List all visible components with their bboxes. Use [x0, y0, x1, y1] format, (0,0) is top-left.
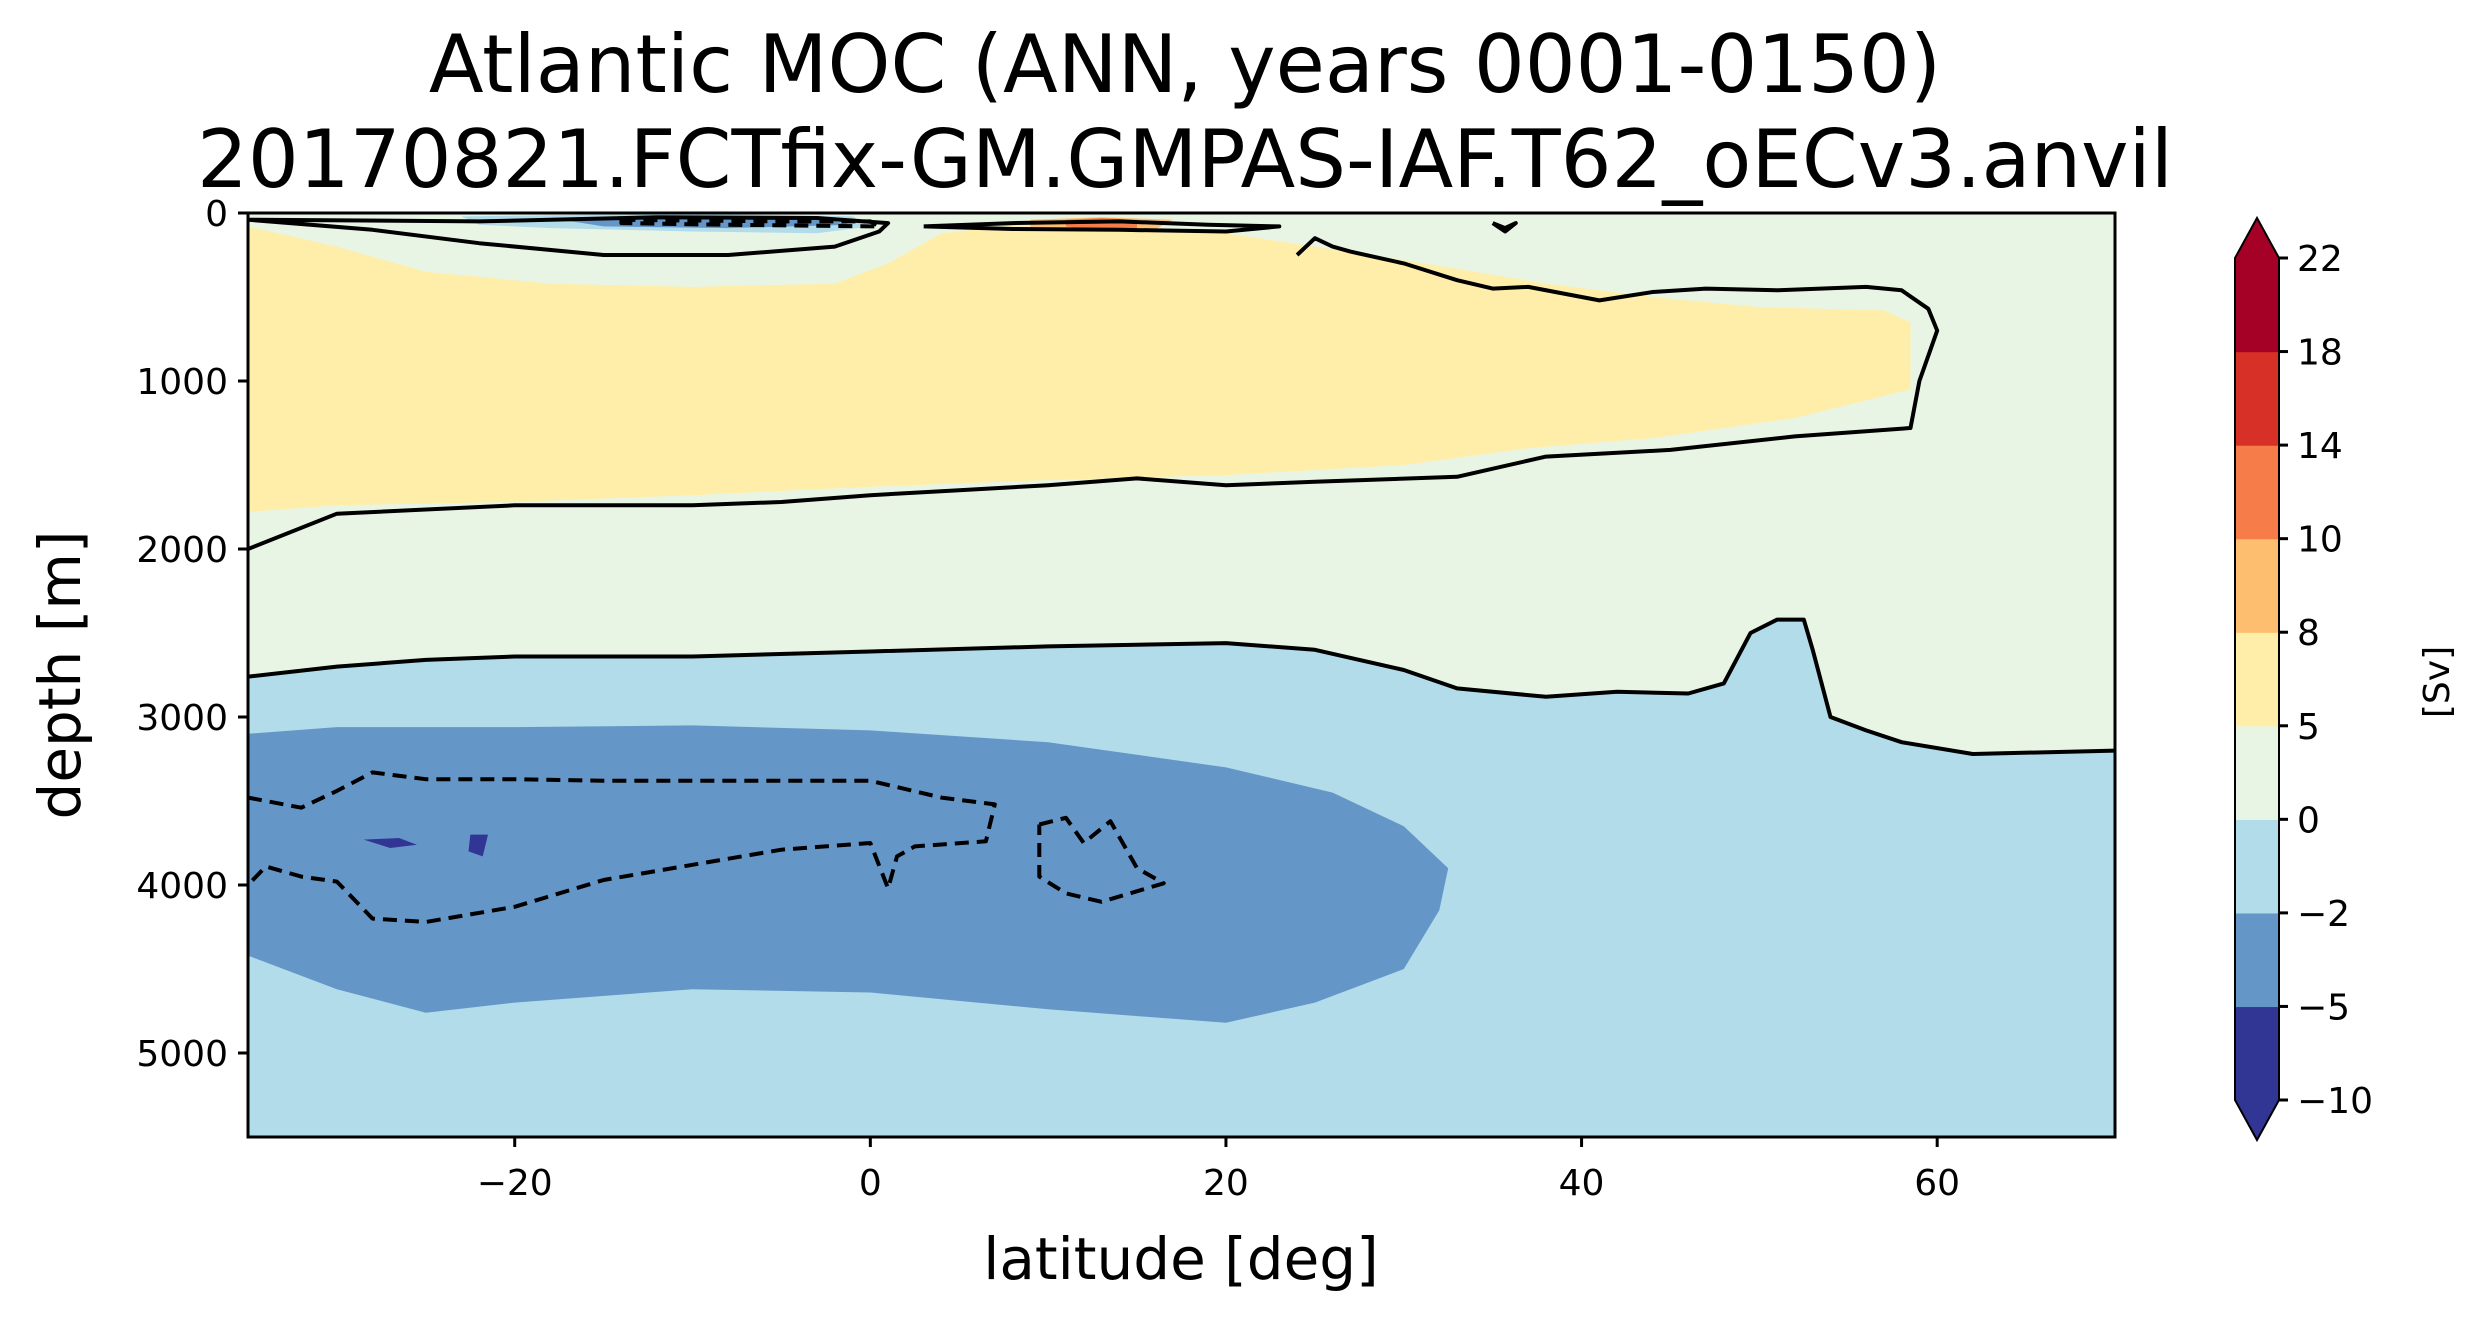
colorbar-tick-label: −10: [2297, 1081, 2373, 1122]
chart-title-line2: 20170821.FCTfix-GM.GMPAS-IAF.T62_oECv3.a…: [197, 113, 2173, 206]
colorbar-segment: [2235, 819, 2279, 914]
contour-line-3: [248, 617, 2115, 756]
y-tick-label: 4000: [136, 866, 228, 907]
x-tick-label: 60: [1914, 1163, 1960, 1204]
colorbar-tick-label: 18: [2297, 333, 2343, 374]
colorbar-tick-label: 22: [2297, 239, 2343, 280]
colorbar-tick-label: 14: [2297, 426, 2343, 467]
contour-line-1: [923, 219, 1282, 234]
contour-lines: [248, 215, 2115, 924]
colorbar-segment: [2235, 725, 2279, 820]
filled-region-3: [248, 725, 1449, 1023]
colorbar-tick-label: 0: [2297, 800, 2320, 841]
y-tick-label: 1000: [136, 362, 228, 403]
colorbar-tick-label: −2: [2297, 894, 2350, 935]
contour-line-5: [619, 217, 882, 229]
colorbar-segment: [2235, 445, 2279, 540]
colorbar: −10 −5 −2 0 5 8 10 14 18 22: [2234, 215, 2373, 1143]
x-tick-label: 40: [1559, 1163, 1605, 1204]
colorbar-tick-label: 10: [2297, 520, 2343, 561]
colorbar-tick-label: 5: [2297, 707, 2320, 748]
filled-region-4: [363, 838, 417, 848]
contour-line-6: [248, 770, 997, 924]
y-tick-label: 5000: [136, 1034, 228, 1075]
contour-line-4: [1491, 221, 1518, 234]
colorbar-segment: [2235, 351, 2279, 446]
contour-line-7: [1037, 815, 1166, 904]
colorbar-tick-label: 8: [2297, 613, 2320, 654]
x-tick-label: −20: [477, 1163, 553, 1204]
colorbar-extend-max: [2235, 218, 2279, 258]
filled-contours: [248, 213, 2115, 1137]
colorbar-extend-min: [2235, 1100, 2279, 1140]
y-axis-ticks: 0 1000 2000 3000 4000 5000: [136, 194, 248, 1075]
chart-title-line1: Atlantic MOC (ANN, years 0001-0150): [429, 18, 1941, 111]
colorbar-segment: [2235, 632, 2279, 727]
y-tick-label: 0: [205, 194, 228, 235]
colorbar-segment: [2235, 1006, 2279, 1101]
colorbar-label: [Sv]: [2417, 646, 2458, 718]
colorbar-tick-label: −5: [2297, 987, 2350, 1028]
x-tick-label: 0: [859, 1163, 882, 1204]
colorbar-segment: [2235, 912, 2279, 1008]
x-axis-ticks: −20 0 20 40 60: [477, 1137, 1960, 1204]
y-axis-label: depth [m]: [26, 530, 94, 819]
plot-frame: [246, 211, 2117, 1139]
colorbar-segment: [2235, 258, 2279, 353]
x-tick-label: 20: [1203, 1163, 1249, 1204]
x-axis-label: latitude [deg]: [983, 1225, 1379, 1293]
contour-line-2: [248, 236, 1940, 551]
plot-area: [248, 213, 2115, 1137]
filled-region-1: [248, 221, 1911, 512]
y-tick-label: 2000: [136, 530, 228, 571]
filled-region-5: [468, 834, 488, 857]
y-tick-label: 3000: [136, 698, 228, 739]
colorbar-segment: [2235, 538, 2279, 633]
